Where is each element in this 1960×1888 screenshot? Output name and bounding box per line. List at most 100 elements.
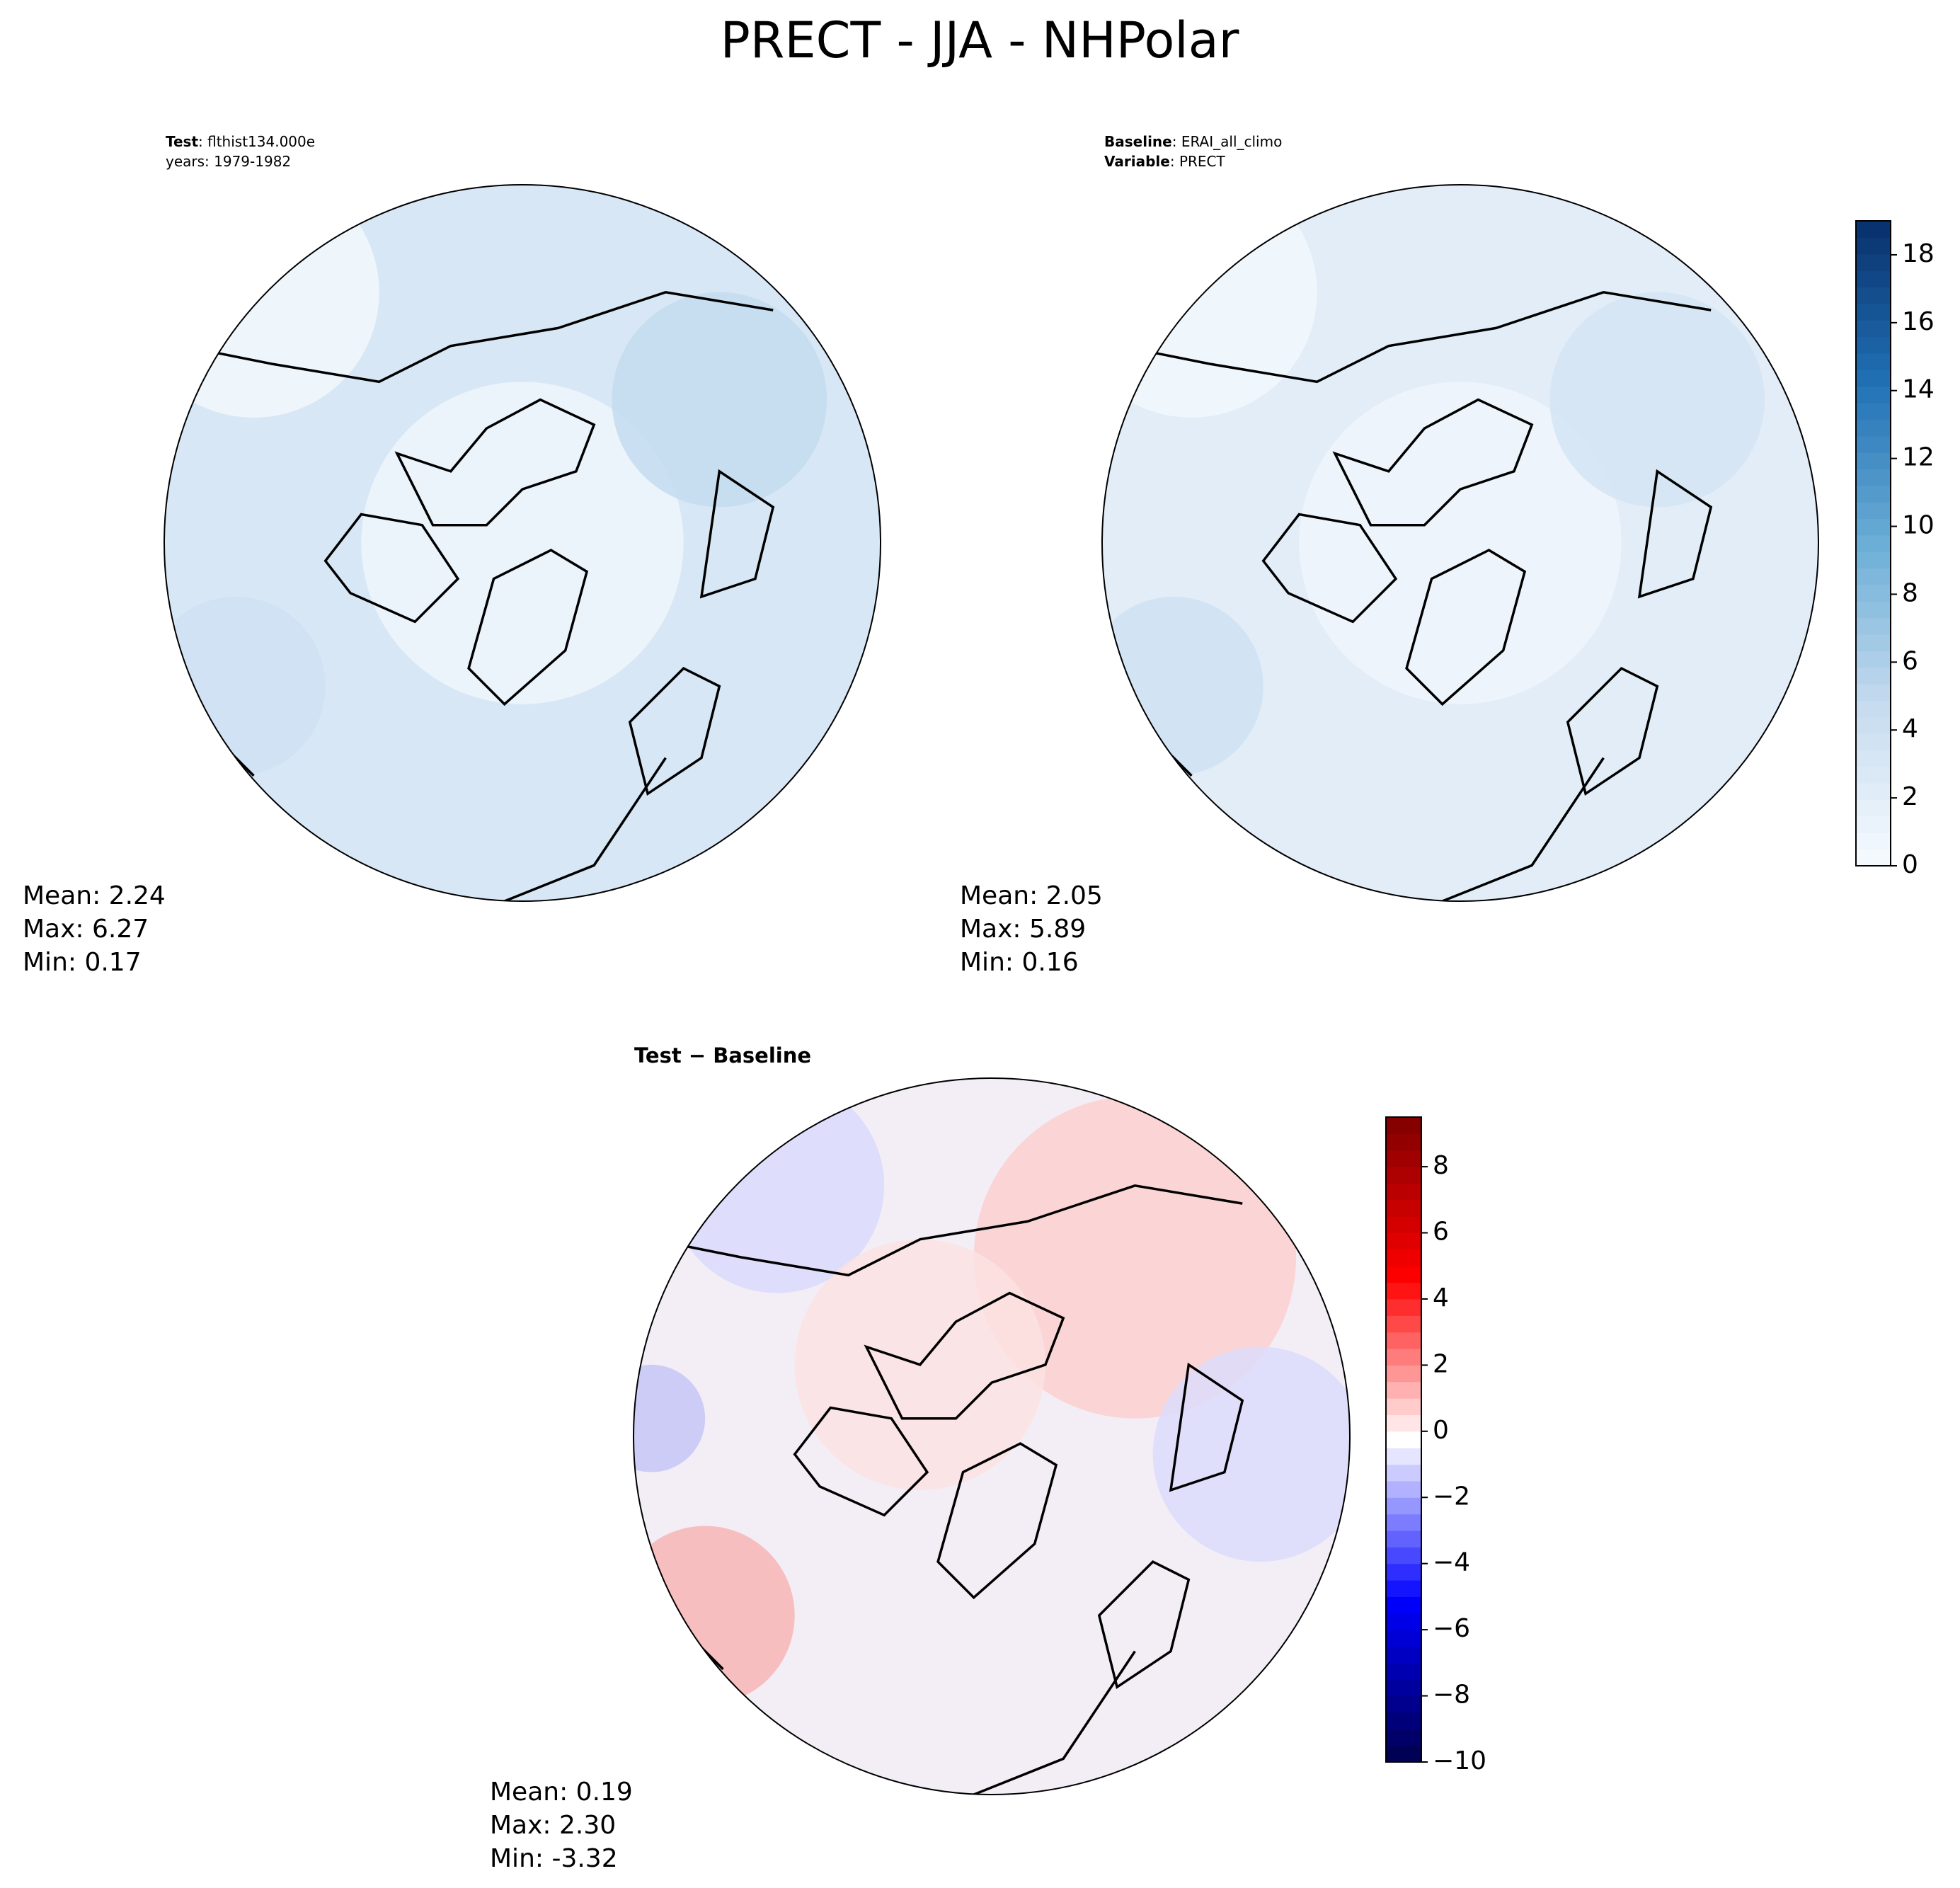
colorbar-band — [1856, 221, 1891, 238]
map — [634, 1078, 1350, 1795]
colorbar-band — [1386, 1464, 1421, 1482]
header-text: : PRECT — [1170, 153, 1226, 170]
colorbar-tick-label: 0 — [1433, 1416, 1449, 1445]
colorbar-band — [1386, 1695, 1421, 1713]
header-text: : flthist134.000e — [198, 133, 315, 150]
colorbar-band — [1856, 402, 1891, 420]
colorbar-band — [1856, 568, 1891, 585]
stat: Mean: 2.05 — [960, 881, 1103, 910]
panel-header: Test − Baseline — [634, 1043, 811, 1068]
panel-header: Test: flthist134.000e — [166, 133, 315, 150]
panel-header: years: 1979-1982 — [166, 153, 291, 170]
colorbar-band — [1386, 1332, 1421, 1349]
colorbar-band — [1856, 303, 1891, 321]
colorbar-band — [1386, 1662, 1421, 1680]
colorbar-band — [1856, 783, 1891, 801]
colorbar-band — [1386, 1679, 1421, 1697]
colorbar-band — [1386, 1150, 1421, 1167]
colorbar-band — [1386, 1596, 1421, 1614]
colorbar-tick-label: −4 — [1433, 1548, 1470, 1577]
map-region — [164, 185, 379, 418]
colorbar-tick-label: 6 — [1902, 646, 1918, 675]
colorbar-band — [1856, 270, 1891, 288]
colorbar-band — [1386, 1266, 1421, 1283]
colorbar-band — [1856, 469, 1891, 486]
colorbar-tick-label: 8 — [1902, 578, 1918, 607]
colorbar-tick-label: 4 — [1902, 714, 1918, 743]
stat: Max: 2.30 — [490, 1811, 616, 1840]
colorbar-tick-label: 12 — [1902, 443, 1935, 472]
stat: Min: 0.17 — [23, 948, 142, 977]
panel-header: Baseline: ERAI_all_climo — [1104, 133, 1282, 150]
header-label: Variable — [1104, 153, 1170, 170]
colorbar-tick-label: 2 — [1433, 1349, 1449, 1378]
coastline — [181, 291, 775, 901]
colorbar-band — [1856, 833, 1891, 850]
colorbar-tick-label: 8 — [1433, 1151, 1449, 1180]
colorbar-band — [1856, 667, 1891, 685]
colorbar-band — [1856, 601, 1891, 619]
panel-header: Variable: PRECT — [1104, 153, 1225, 170]
colorbar-band — [1856, 534, 1891, 552]
colorbar-band — [1386, 1563, 1421, 1581]
colorbar-band — [1386, 1414, 1421, 1432]
colorbar-tick-label: −6 — [1433, 1614, 1470, 1643]
colorbar-band — [1856, 750, 1891, 767]
colorbar-band — [1856, 336, 1891, 354]
colorbar-tick-label: 18 — [1902, 239, 1935, 268]
colorbar-band — [1856, 766, 1891, 784]
colorbar-band — [1856, 849, 1891, 866]
header-label: Test — [166, 133, 198, 150]
colorbar-tick-label: 14 — [1902, 375, 1935, 404]
colorbar-band — [1386, 1398, 1421, 1416]
map-region — [361, 382, 684, 704]
stat: Mean: 0.19 — [490, 1778, 633, 1807]
colorbar-band — [1386, 1646, 1421, 1664]
coastline — [1119, 291, 1713, 901]
map-region — [612, 292, 827, 508]
colorbar-frame — [1855, 220, 1891, 866]
colorbar-band — [1856, 651, 1891, 668]
colorbar-band — [1386, 1497, 1421, 1515]
colorbar-band — [1856, 386, 1891, 404]
colorbar-band — [1386, 1431, 1421, 1448]
colorbar-band — [1386, 1480, 1421, 1498]
colorbar-band — [1856, 584, 1891, 602]
colorbar-tick-label: 0 — [1902, 850, 1918, 879]
colorbar-band — [1386, 1381, 1421, 1399]
colorbar-band — [1856, 435, 1891, 453]
header-text: years: 1979-1982 — [166, 153, 291, 170]
colorbar-band — [1386, 1530, 1421, 1547]
figure-title: PRECT - JJA - NHPolar — [721, 11, 1239, 69]
colorbar-tick-label: 10 — [1902, 511, 1935, 540]
stat: Max: 6.27 — [23, 915, 149, 944]
colorbar-tick-label: 16 — [1902, 307, 1935, 336]
colorbar-tick-label: 2 — [1902, 782, 1918, 811]
colorbar-band — [1386, 1349, 1421, 1366]
colorbar-band — [1856, 634, 1891, 651]
colorbar-tick-label: −10 — [1433, 1746, 1486, 1775]
colorbar-tick-label: −8 — [1433, 1681, 1470, 1710]
colorbar-band — [1386, 1630, 1421, 1647]
colorbar-band — [1386, 1249, 1421, 1266]
colorbar-band — [1386, 1514, 1421, 1531]
header-text: : ERAI_all_climo — [1172, 133, 1283, 150]
map-border — [164, 184, 881, 902]
colorbar-band — [1386, 1745, 1421, 1763]
stat: Min: -3.32 — [490, 1844, 618, 1873]
colorbar-band — [1856, 684, 1891, 702]
colorbar-band — [1386, 1448, 1421, 1465]
colorbar-tick-label: −2 — [1433, 1482, 1470, 1511]
stat: Max: 5.89 — [960, 915, 1086, 944]
header-label: Baseline — [1104, 133, 1172, 150]
colorbar-band — [1386, 1729, 1421, 1746]
colorbar-band — [1856, 353, 1891, 370]
colorbar-band — [1386, 1613, 1421, 1630]
colorbar-band — [1856, 518, 1891, 536]
map-region — [634, 1364, 706, 1472]
header-label: Test − Baseline — [634, 1043, 811, 1068]
map — [164, 185, 881, 901]
colorbar-band — [1856, 799, 1891, 817]
map-border — [1101, 184, 1819, 902]
